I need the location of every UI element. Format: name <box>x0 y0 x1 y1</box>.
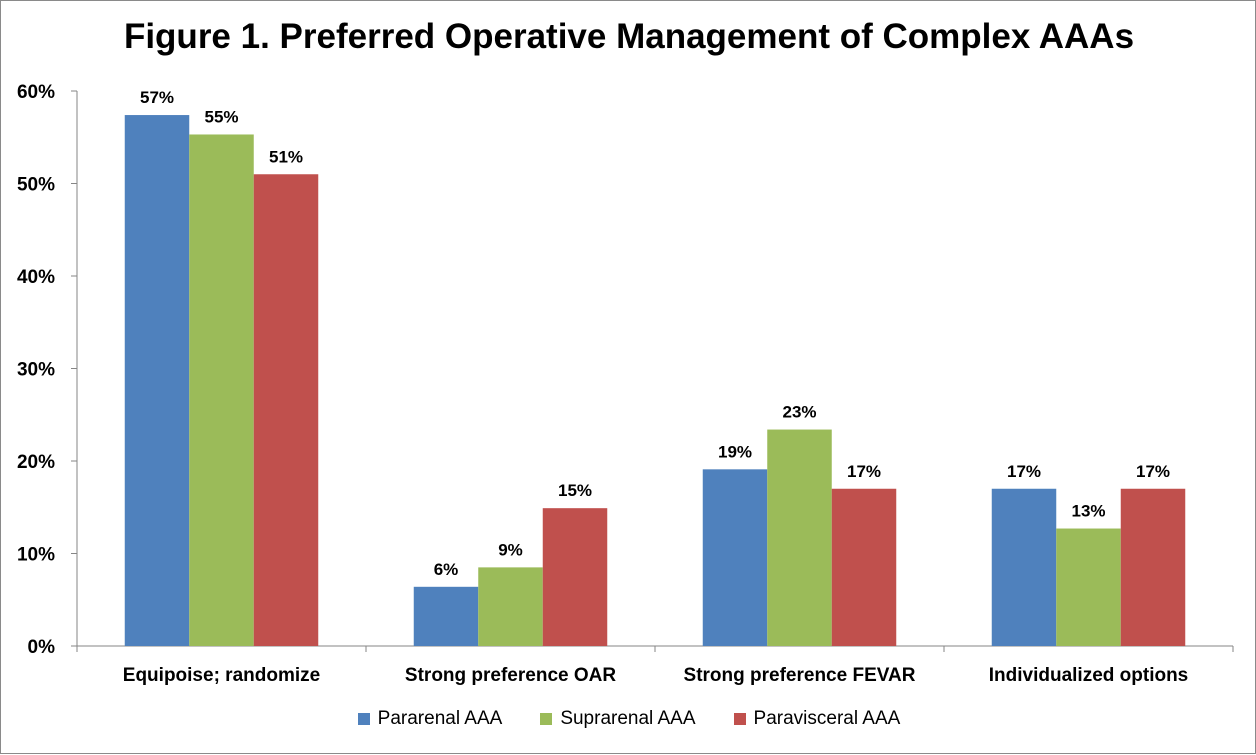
data-label: 17% <box>847 462 881 481</box>
bar <box>542 508 608 646</box>
y-tick-label: 40% <box>17 267 55 288</box>
chart-title: Figure 1. Preferred Operative Management… <box>123 17 1135 56</box>
legend-swatch <box>733 713 746 725</box>
data-label: 19% <box>718 442 752 461</box>
bar <box>413 586 479 646</box>
bar <box>1120 488 1186 646</box>
data-label: 6% <box>434 560 459 579</box>
data-label: 57% <box>140 88 174 107</box>
x-tick-label: Strong preference FEVAR <box>684 665 916 686</box>
bar <box>1056 528 1121 646</box>
data-label: 13% <box>1071 502 1105 521</box>
bar <box>702 469 768 646</box>
bar <box>831 488 897 646</box>
bar <box>478 567 543 646</box>
y-tick-label: 10% <box>17 545 55 566</box>
bar <box>767 429 832 646</box>
x-tick-label: Individualized options <box>989 665 1189 686</box>
y-tick-label: 50% <box>17 175 55 196</box>
legend-label: Paravisceral AAA <box>753 708 901 729</box>
y-tick-label: 30% <box>17 360 55 381</box>
legend-item: Pararenal AAA <box>357 708 503 730</box>
bar <box>189 134 254 646</box>
x-tick-label: Strong preference OAR <box>405 665 616 686</box>
x-tick-label: Equipoise; randomize <box>123 665 320 686</box>
data-label: 15% <box>558 481 592 500</box>
legend-label: Suprarenal AAA <box>560 708 696 729</box>
legend-swatch <box>357 713 370 725</box>
y-tick-label: 20% <box>17 452 55 473</box>
bar <box>991 488 1057 646</box>
legend-item: Paravisceral AAA <box>733 708 901 730</box>
legend-label: Pararenal AAA <box>377 708 503 729</box>
y-tick-label: 0% <box>28 637 56 658</box>
chart-legend: Pararenal AAA Suprarenal AAA Paravisceral … <box>1 708 1256 730</box>
bar <box>253 174 319 646</box>
legend-item: Suprarenal AAA <box>540 708 696 730</box>
data-label: 55% <box>204 107 238 126</box>
data-label: 17% <box>1007 462 1041 481</box>
data-label: 23% <box>782 403 816 422</box>
y-tick-label: 60% <box>17 82 55 103</box>
bar <box>124 115 190 647</box>
data-label: 51% <box>269 147 303 166</box>
data-label: 9% <box>498 540 523 559</box>
data-label: 17% <box>1136 462 1170 481</box>
legend-swatch <box>540 713 553 725</box>
